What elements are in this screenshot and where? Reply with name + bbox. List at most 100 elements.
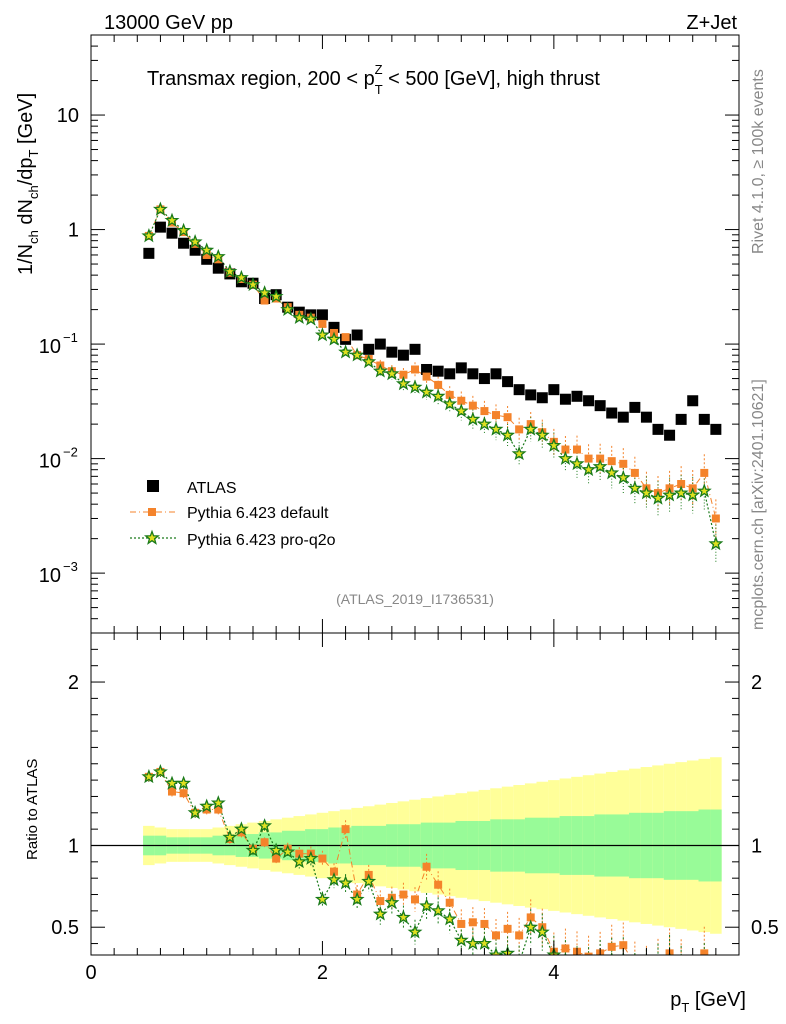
data-point-proq2o xyxy=(685,487,701,502)
data-point-proq2o xyxy=(569,455,585,471)
ratio-point-proq2o xyxy=(349,891,365,906)
data-point-proq2o xyxy=(696,483,712,498)
y-tick-exponent: −1 xyxy=(63,330,78,345)
ratio-point-proq2o xyxy=(407,924,423,939)
data-point-atlas xyxy=(513,384,525,396)
main-series-group xyxy=(141,201,724,563)
ratio-point-proq2o xyxy=(583,962,594,973)
ratio-y-axis-label: Ratio to ATLAS xyxy=(24,759,41,860)
data-point-atlas xyxy=(397,349,409,361)
data-point-atlas xyxy=(455,362,467,374)
data-point-atlas xyxy=(687,395,699,407)
ratio-point-proq2o xyxy=(303,850,319,865)
data-point-proq2o xyxy=(326,331,342,346)
data-point-default xyxy=(596,454,605,463)
ratio-point-proq2o xyxy=(430,903,446,918)
data-point-atlas xyxy=(664,429,676,441)
data-point-proq2o xyxy=(708,536,724,551)
data-point-proq2o xyxy=(476,416,492,431)
ratio-point-proq2o xyxy=(268,842,284,857)
data-point-atlas xyxy=(617,411,629,423)
main-y-axis-label: 1/Nch dNch/dpT [GeV] xyxy=(15,93,41,275)
plot-title: Transmax region, 200 < pTZ < 500 [GeV], … xyxy=(147,62,600,97)
ratio-point-default xyxy=(260,838,269,847)
ratio-point-proq2o xyxy=(291,853,307,869)
ratio-point-proq2o xyxy=(442,911,458,926)
data-point-atlas xyxy=(386,346,398,358)
ratio-point-default xyxy=(411,895,419,904)
ratio-point-default xyxy=(330,867,338,876)
ratio-point-proq2o xyxy=(465,935,481,950)
data-point-default xyxy=(573,445,581,454)
data-point-proq2o xyxy=(199,242,215,257)
ratio-point-proq2o xyxy=(687,978,698,989)
ratio-point-default xyxy=(689,977,697,985)
ratio-panel-data xyxy=(91,757,739,989)
ratio-point-default xyxy=(422,862,431,871)
ratio-point-default xyxy=(457,919,466,928)
ratio-point-proq2o xyxy=(523,919,539,934)
data-point-default xyxy=(468,401,477,410)
data-point-proq2o xyxy=(176,222,192,237)
ratio-point-proq2o xyxy=(338,875,354,890)
data-point-proq2o xyxy=(523,421,539,436)
ratio-point-default xyxy=(677,961,685,969)
ratio-point-proq2o xyxy=(233,821,249,836)
data-point-atlas xyxy=(583,395,595,407)
data-point-proq2o xyxy=(349,347,365,362)
process-label: Z+Jet xyxy=(686,12,737,34)
data-point-default xyxy=(492,411,500,420)
ratio-point-proq2o xyxy=(453,932,469,947)
data-point-atlas xyxy=(536,392,548,404)
data-point-atlas xyxy=(444,368,456,380)
ratio-point-default xyxy=(492,931,500,940)
data-point-proq2o xyxy=(291,309,307,324)
y-tick-label: 10 xyxy=(57,105,79,127)
ratio-point-default xyxy=(712,977,720,985)
data-point-proq2o xyxy=(280,301,296,317)
ratio-point-default xyxy=(318,854,327,863)
data-point-proq2o xyxy=(604,465,620,480)
data-point-proq2o xyxy=(338,344,354,359)
data-point-default xyxy=(422,372,431,381)
data-point-atlas xyxy=(640,411,652,423)
legend: ATLAS Pythia 6.423 default Pythia 6.423 … xyxy=(130,480,336,549)
data-point-proq2o xyxy=(268,288,284,303)
data-point-proq2o xyxy=(245,276,261,292)
ratio-point-proq2o xyxy=(187,804,203,820)
x-tick-label: 4 xyxy=(548,962,559,984)
ratio-point-default xyxy=(584,952,593,955)
ratio-point-default xyxy=(434,880,443,889)
ratio-series-group xyxy=(91,757,739,989)
data-point-default xyxy=(260,296,269,305)
data-point-proq2o xyxy=(465,411,481,426)
ratio-y-tick-label: 2 xyxy=(68,672,79,694)
data-point-default xyxy=(480,407,489,416)
data-point-proq2o xyxy=(581,461,597,477)
legend-marker-proq2o xyxy=(144,529,160,545)
data-point-proq2o xyxy=(546,437,562,452)
ratio-point-proq2o xyxy=(245,842,261,857)
data-point-atlas xyxy=(201,253,213,265)
data-point-proq2o xyxy=(384,365,400,381)
ratio-point-default xyxy=(480,919,489,928)
y-tick-exponent: −2 xyxy=(63,445,78,460)
ratio-point-proq2o xyxy=(314,891,330,906)
ratio-point-proq2o xyxy=(599,953,601,955)
ratio-point-default xyxy=(561,944,570,953)
ratio-point-default xyxy=(642,966,650,974)
data-point-atlas xyxy=(652,423,664,435)
data-point-atlas xyxy=(525,389,537,401)
legend-label-default: Pythia 6.423 default xyxy=(187,505,329,522)
ratio-y-tick-label: 0.5 xyxy=(51,917,79,939)
data-point-proq2o xyxy=(233,269,249,284)
ratio-point-proq2o xyxy=(176,775,192,790)
data-point-default xyxy=(202,250,211,259)
legend-marker-default xyxy=(148,508,156,516)
data-point-atlas xyxy=(316,309,328,321)
data-point-default xyxy=(318,319,327,328)
ratio-point-default xyxy=(168,787,176,796)
ratio-point-default xyxy=(700,949,709,955)
